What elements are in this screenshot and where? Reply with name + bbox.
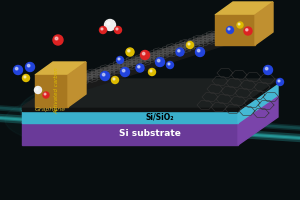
Circle shape — [168, 63, 170, 65]
Circle shape — [128, 50, 130, 52]
Ellipse shape — [20, 80, 220, 140]
Circle shape — [226, 26, 233, 33]
Circle shape — [126, 48, 134, 56]
Circle shape — [53, 35, 63, 45]
Circle shape — [118, 58, 120, 60]
Circle shape — [116, 56, 124, 64]
Circle shape — [197, 49, 200, 52]
Circle shape — [101, 28, 103, 30]
Circle shape — [148, 68, 155, 75]
Circle shape — [44, 93, 46, 95]
Circle shape — [167, 62, 173, 68]
Circle shape — [115, 26, 122, 33]
Circle shape — [140, 50, 149, 60]
Polygon shape — [22, 107, 238, 111]
Text: Graphene: Graphene — [34, 106, 66, 112]
Circle shape — [116, 28, 118, 30]
Circle shape — [100, 72, 109, 80]
Circle shape — [14, 66, 22, 74]
Polygon shape — [22, 83, 278, 111]
Polygon shape — [238, 79, 278, 111]
Circle shape — [263, 66, 272, 74]
Circle shape — [142, 52, 145, 55]
Circle shape — [121, 68, 130, 76]
Circle shape — [266, 67, 268, 70]
Polygon shape — [238, 95, 278, 145]
Polygon shape — [215, 2, 273, 15]
Circle shape — [176, 48, 184, 56]
Circle shape — [246, 29, 248, 31]
Circle shape — [244, 27, 252, 35]
Ellipse shape — [5, 95, 155, 145]
Circle shape — [228, 28, 230, 30]
Circle shape — [237, 22, 243, 28]
Circle shape — [122, 69, 125, 72]
Circle shape — [27, 64, 30, 67]
Polygon shape — [52, 37, 225, 100]
Circle shape — [150, 70, 152, 72]
Circle shape — [278, 80, 280, 82]
Circle shape — [136, 64, 144, 72]
Ellipse shape — [140, 100, 260, 140]
Polygon shape — [22, 95, 278, 123]
Circle shape — [100, 26, 106, 33]
Circle shape — [196, 47, 205, 56]
Circle shape — [36, 88, 38, 90]
Polygon shape — [22, 111, 238, 123]
Circle shape — [102, 73, 105, 76]
Circle shape — [112, 76, 118, 84]
Circle shape — [138, 66, 140, 68]
Polygon shape — [22, 123, 238, 145]
Polygon shape — [52, 17, 265, 92]
Polygon shape — [255, 2, 273, 45]
Polygon shape — [35, 75, 68, 107]
Text: Si substrate: Si substrate — [119, 130, 181, 138]
Polygon shape — [35, 62, 86, 75]
Circle shape — [187, 42, 194, 48]
Text: Activated carbon: Activated carbon — [54, 68, 59, 114]
Polygon shape — [22, 79, 278, 107]
Circle shape — [107, 22, 110, 25]
Polygon shape — [68, 62, 86, 107]
Circle shape — [15, 67, 18, 70]
Circle shape — [158, 59, 160, 62]
Circle shape — [238, 23, 240, 25]
Polygon shape — [238, 83, 278, 123]
Circle shape — [155, 58, 164, 66]
Circle shape — [277, 78, 284, 86]
Circle shape — [188, 43, 190, 45]
Circle shape — [43, 92, 49, 98]
Text: Si/SiO₂: Si/SiO₂ — [146, 112, 174, 121]
Circle shape — [24, 76, 26, 78]
Circle shape — [113, 78, 115, 80]
Circle shape — [104, 20, 116, 30]
Circle shape — [22, 74, 29, 82]
Circle shape — [34, 86, 41, 94]
Circle shape — [178, 50, 180, 52]
Circle shape — [26, 62, 34, 72]
Polygon shape — [215, 15, 255, 45]
Circle shape — [55, 37, 58, 40]
